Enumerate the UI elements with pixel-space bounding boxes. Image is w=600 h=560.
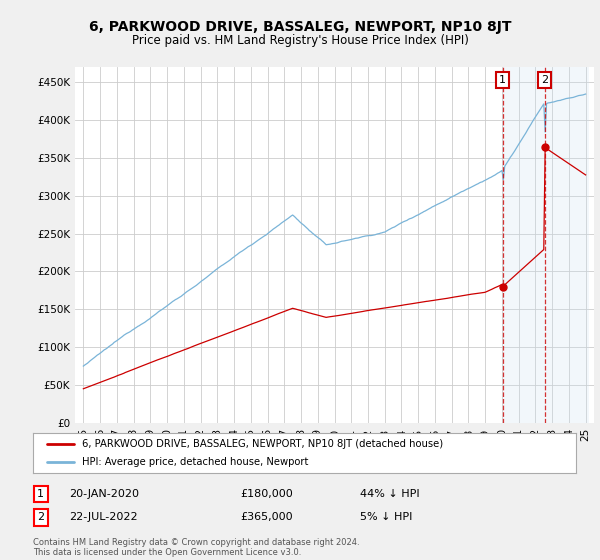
Text: Contains HM Land Registry data © Crown copyright and database right 2024.
This d: Contains HM Land Registry data © Crown c… (33, 538, 359, 557)
Text: £180,000: £180,000 (240, 489, 293, 499)
Text: £365,000: £365,000 (240, 512, 293, 522)
Text: HPI: Average price, detached house, Newport: HPI: Average price, detached house, Newp… (82, 458, 308, 467)
Text: 6, PARKWOOD DRIVE, BASSALEG, NEWPORT, NP10 8JT (detached house): 6, PARKWOOD DRIVE, BASSALEG, NEWPORT, NP… (82, 439, 443, 449)
Text: 6, PARKWOOD DRIVE, BASSALEG, NEWPORT, NP10 8JT: 6, PARKWOOD DRIVE, BASSALEG, NEWPORT, NP… (89, 20, 511, 34)
Text: 22-JUL-2022: 22-JUL-2022 (69, 512, 137, 522)
Text: 44% ↓ HPI: 44% ↓ HPI (360, 489, 419, 499)
Text: Price paid vs. HM Land Registry's House Price Index (HPI): Price paid vs. HM Land Registry's House … (131, 34, 469, 46)
Text: 2: 2 (541, 75, 548, 85)
Bar (503, 67, 589, 423)
Text: 2: 2 (37, 512, 44, 522)
Text: 20-JAN-2020: 20-JAN-2020 (69, 489, 139, 499)
Text: 1: 1 (499, 75, 506, 85)
Text: 1: 1 (37, 489, 44, 499)
Text: 5% ↓ HPI: 5% ↓ HPI (360, 512, 412, 522)
